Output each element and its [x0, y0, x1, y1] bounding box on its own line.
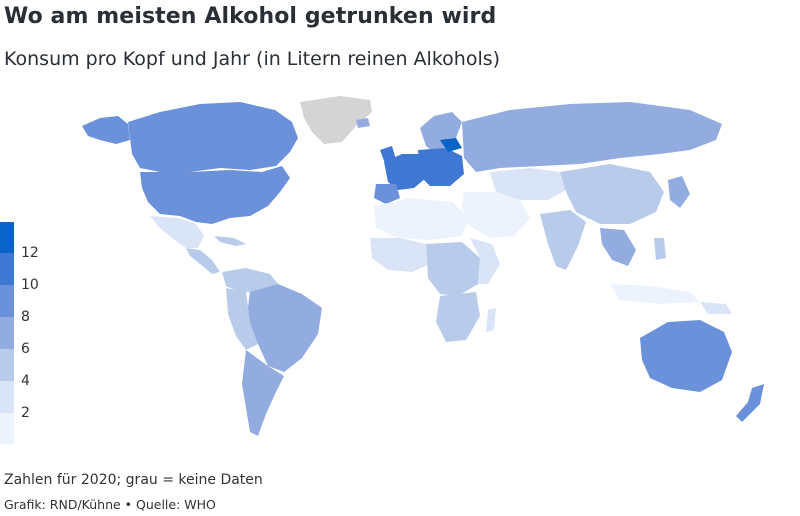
legend-tick-10: 10: [21, 277, 39, 293]
source-credit: Grafik: RND/Kühne • Quelle: WHO: [4, 497, 216, 512]
region-southern-africa: [436, 292, 480, 342]
legend-swatch-10-12: [0, 253, 14, 285]
legend-tick-4: 4: [21, 373, 30, 389]
legend-tick-12: 12: [21, 245, 39, 261]
region-argentina-chile: [242, 350, 284, 436]
world-choropleth-map: [82, 96, 764, 436]
region-east-africa: [470, 238, 500, 284]
region-southeast-asia: [600, 228, 636, 266]
region-papua: [700, 302, 732, 314]
region-iceland: [356, 118, 370, 128]
region-scandinavia: [420, 112, 462, 154]
legend-swatch-12-plus: [0, 222, 14, 253]
region-alaska: [82, 116, 130, 144]
region-madagascar: [486, 308, 496, 332]
chart-subtitle: Konsum pro Kopf und Jahr (in Litern rein…: [4, 48, 501, 70]
legend-swatch-6-8: [0, 317, 14, 349]
region-mexico: [150, 216, 204, 248]
region-peru-bolivia: [226, 288, 258, 350]
region-new-zealand: [736, 384, 764, 422]
region-india: [540, 210, 586, 270]
legend-tick-8: 8: [21, 309, 30, 325]
region-australia: [640, 320, 732, 392]
region-canada: [128, 102, 298, 172]
legend-swatch-4-6: [0, 349, 14, 381]
region-philippines: [654, 238, 666, 260]
region-greenland: [300, 96, 372, 144]
region-uk-ireland: [380, 146, 396, 166]
region-russia: [462, 102, 722, 172]
region-usa: [140, 166, 290, 224]
region-caribbean: [214, 236, 246, 246]
region-china-mongolia: [560, 164, 664, 224]
region-baltics: [440, 138, 462, 152]
legend-swatch-2-4: [0, 381, 14, 413]
region-north-africa: [374, 198, 470, 240]
region-brazil: [246, 284, 322, 372]
region-korea-japan: [668, 176, 690, 208]
region-central-africa: [426, 242, 480, 296]
region-colombia-venezuela: [222, 268, 278, 292]
legend-swatch-8-10: [0, 285, 14, 317]
footnote: Zahlen für 2020; grau = keine Daten: [4, 472, 263, 488]
chart-title: Wo am meisten Alkohol getrunken wird: [4, 4, 497, 29]
region-west-africa: [370, 238, 430, 272]
region-central-europe: [418, 148, 464, 186]
color-legend: 12 10 8 6 4 2: [0, 222, 60, 444]
region-central-america: [186, 248, 220, 274]
region-central-asia: [490, 168, 570, 200]
legend-swatch-0-2: [0, 413, 14, 444]
region-western-europe: [384, 154, 428, 190]
legend-tick-2: 2: [21, 405, 30, 421]
region-indonesia: [610, 284, 700, 304]
legend-tick-6: 6: [21, 341, 30, 357]
region-middle-east: [462, 192, 530, 238]
region-iberia: [374, 184, 400, 204]
